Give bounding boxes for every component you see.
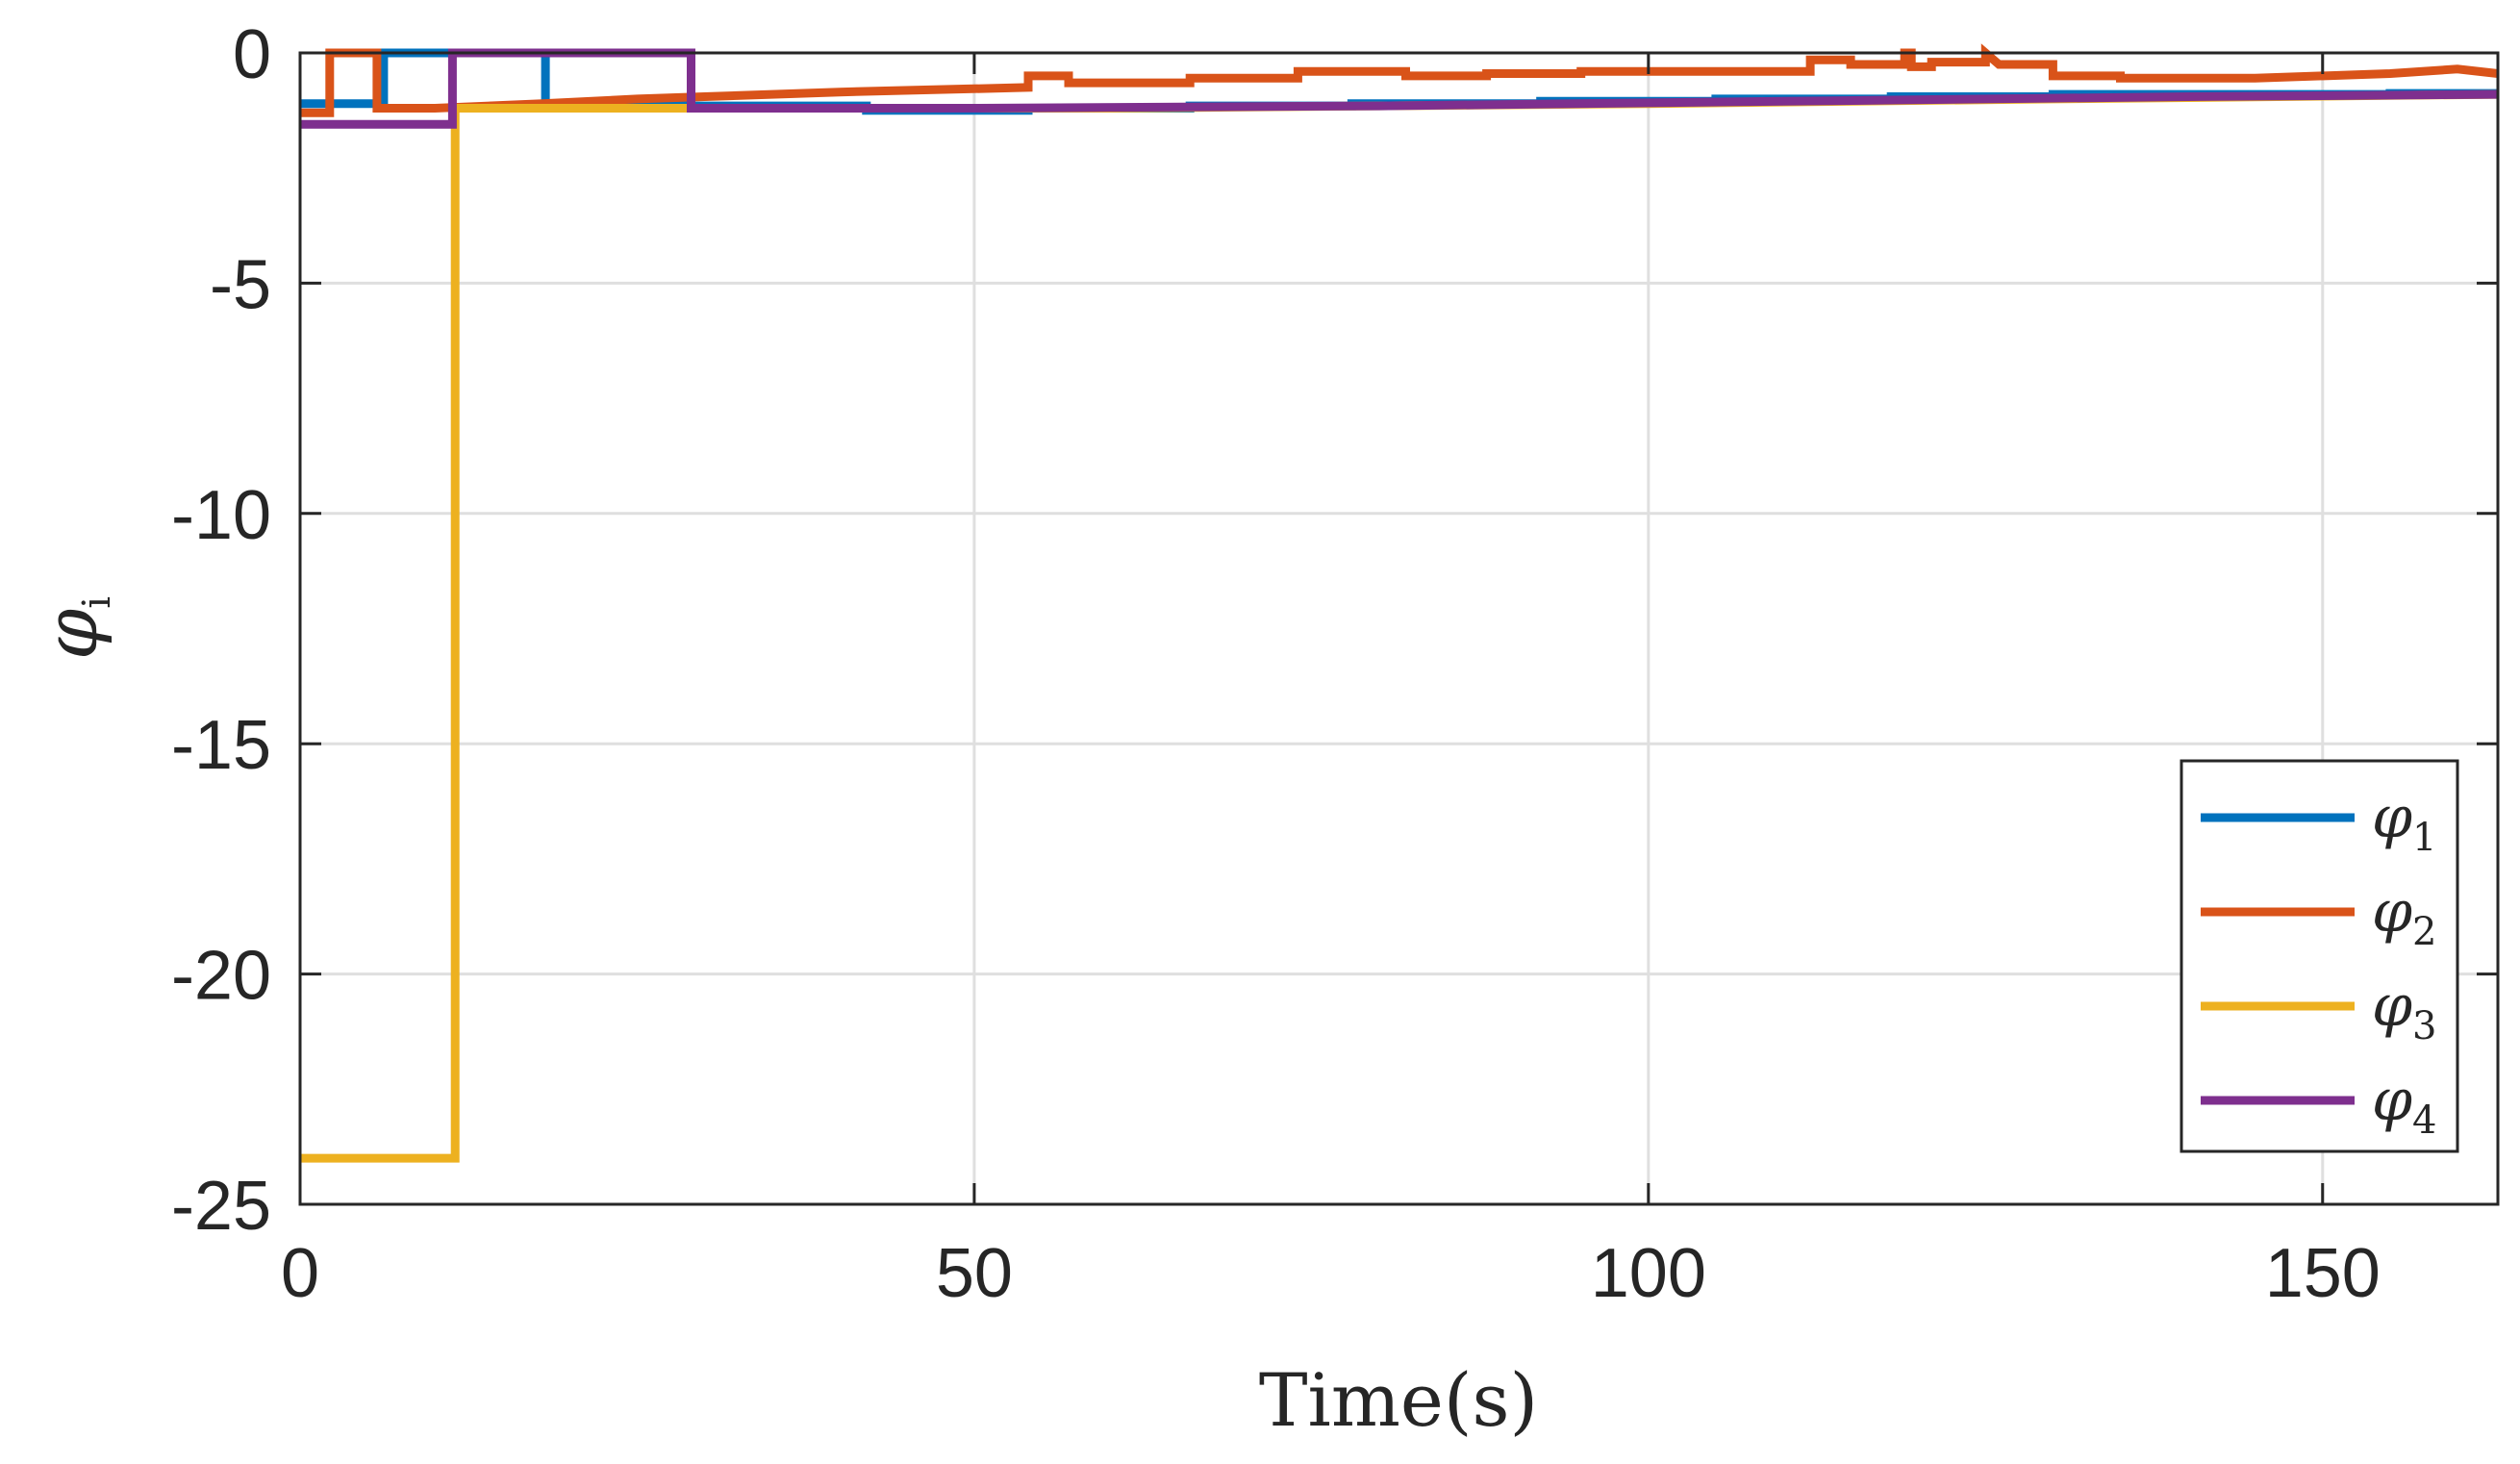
plot-background <box>300 53 2498 1204</box>
y-tick-label: -25 <box>171 1168 271 1245</box>
legend-label-main: φ <box>2372 972 2412 1040</box>
y-axis-title-sub: i <box>75 596 119 609</box>
legend-label-phi-1: φ1 <box>2372 784 2436 860</box>
legend-label-phi-2: φ2 <box>2372 878 2436 954</box>
y-tick-label: -15 <box>171 707 271 784</box>
y-tick-label: -20 <box>171 938 271 1015</box>
x-tick-label: 0 <box>281 1235 319 1312</box>
series-lines <box>300 43 2499 1163</box>
x-tick-label: 100 <box>1591 1235 1706 1312</box>
grid <box>300 53 2498 1204</box>
legend-label-main: φ <box>2372 784 2412 851</box>
legend-label-sub: 2 <box>2412 910 2436 954</box>
axis-ticks: 0 50 100 150 0 -5 -10 -15 -20 -25 <box>171 16 2498 1312</box>
x-tick-label: 50 <box>936 1235 1013 1312</box>
legend-label-sub: 1 <box>2412 816 2436 860</box>
plot-frame <box>298 51 2500 1206</box>
legend-label-main: φ <box>2372 1067 2412 1134</box>
legend-label-main: φ <box>2372 878 2412 946</box>
y-tick-label: -5 <box>210 246 271 323</box>
y-tick-label: -10 <box>171 477 271 554</box>
y-tick-label: 0 <box>233 16 271 93</box>
legend-label-phi-3: φ3 <box>2372 972 2436 1048</box>
legend-label-phi-4: φ4 <box>2372 1067 2436 1143</box>
x-tick-label: 150 <box>2265 1235 2381 1312</box>
legend-label-sub: 4 <box>2412 1098 2436 1143</box>
y-axis-title-main: φ <box>28 609 113 660</box>
y-axis-title: φi <box>28 596 119 660</box>
x-axis-title: Time(s) <box>1259 1357 1538 1443</box>
series-line-phi-2 <box>300 43 2499 117</box>
legend-label-sub: 3 <box>2412 1004 2436 1048</box>
legend-box <box>2180 759 2459 1153</box>
series-line-phi-4 <box>300 48 2499 129</box>
